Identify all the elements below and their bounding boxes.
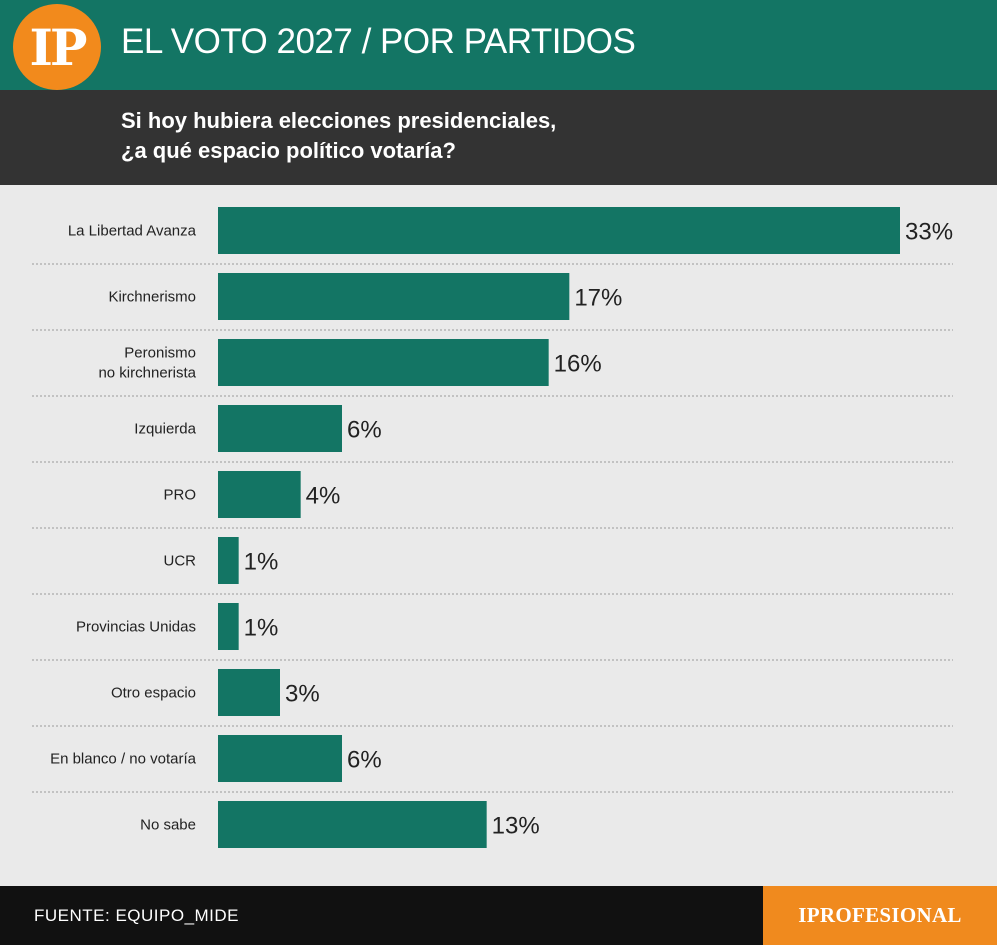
value-label: 1%	[244, 549, 279, 576]
bar	[218, 735, 342, 782]
value-label: 6%	[347, 417, 382, 444]
category-label: UCR	[164, 553, 197, 570]
ip-logo: IP	[13, 4, 101, 90]
question-line-2: ¿a qué espacio político votaría?	[121, 138, 456, 163]
category-label: No sabe	[140, 817, 196, 834]
category-label: Provincias Unidas	[76, 619, 196, 636]
page-title: EL VOTO 2027 / POR PARTIDOS	[121, 22, 636, 61]
bar	[218, 537, 239, 584]
category-label: Kirchnerismo	[108, 289, 196, 306]
footer: FUENTE: EQUIPO_MIDE IPROFESIONAL	[0, 886, 997, 945]
bar	[218, 339, 549, 386]
brand-name: IPROFESIONAL	[798, 903, 962, 927]
survey-question: Si hoy hubiera elecciones presidenciales…	[121, 106, 556, 166]
value-label: 17%	[574, 285, 622, 312]
bar	[218, 801, 487, 848]
value-label: 33%	[905, 219, 953, 246]
bar	[218, 207, 900, 254]
question-band: Si hoy hubiera elecciones presidenciales…	[0, 90, 997, 185]
category-label: Peronismo no kirchnerista	[98, 345, 196, 382]
value-label: 3%	[285, 681, 320, 708]
value-label: 6%	[347, 747, 382, 774]
category-label: La Libertad Avanza	[68, 223, 197, 240]
value-label: 1%	[244, 615, 279, 642]
source-text: FUENTE: EQUIPO_MIDE	[34, 906, 240, 925]
value-label: 16%	[554, 351, 602, 378]
category-label: En blanco / no votaría	[50, 751, 197, 768]
bar-chart: La Libertad Avanza 33% Kirchnerismo 17% Pero…	[32, 207, 953, 848]
bar	[218, 603, 239, 650]
category-label: Izquierda	[134, 421, 196, 438]
bar	[218, 405, 342, 452]
brand-box: IPROFESIONAL	[763, 886, 997, 945]
category-label: PRO	[163, 487, 196, 504]
bar	[218, 471, 301, 518]
value-label: 4%	[306, 483, 341, 510]
value-label: 13%	[492, 813, 540, 840]
header-band: IP EL VOTO 2027 / POR PARTIDOS	[0, 0, 997, 90]
logo-text: IP	[29, 17, 88, 77]
question-line-1: Si hoy hubiera elecciones presidenciales…	[121, 108, 557, 133]
category-label: Otro espacio	[111, 685, 196, 702]
bar	[218, 669, 280, 716]
bar	[218, 273, 570, 320]
